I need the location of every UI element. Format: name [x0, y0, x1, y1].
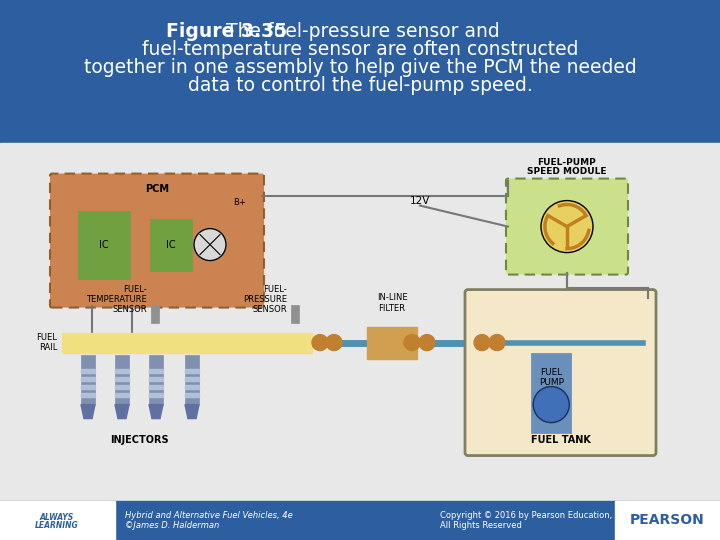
Bar	[115, 384, 129, 389]
Bar	[81, 384, 95, 389]
Bar	[149, 369, 163, 373]
Bar	[185, 393, 199, 396]
Text: Copyright © 2016 by Pearson Education, Inc.: Copyright © 2016 by Pearson Education, I…	[440, 511, 630, 520]
Text: SPEED MODULE: SPEED MODULE	[527, 166, 607, 176]
Text: FUEL
PUMP: FUEL PUMP	[539, 368, 564, 387]
Text: LEARNING: LEARNING	[35, 521, 79, 530]
Text: B+: B+	[233, 198, 246, 207]
Text: data to control the fuel-pump speed.: data to control the fuel-pump speed.	[188, 76, 532, 95]
Text: INJECTORS: INJECTORS	[110, 435, 168, 444]
Bar	[0, 143, 720, 501]
Circle shape	[541, 200, 593, 253]
Text: Hybrid and Alternative Fuel Vehicles, 4e: Hybrid and Alternative Fuel Vehicles, 4e	[125, 511, 293, 520]
Circle shape	[419, 335, 435, 350]
Text: PEARSON: PEARSON	[629, 514, 704, 527]
FancyBboxPatch shape	[465, 289, 656, 456]
Bar	[185, 355, 199, 404]
Bar	[149, 376, 163, 381]
Bar	[115, 376, 129, 381]
Bar	[150, 219, 192, 271]
Text: FUEL-PUMP: FUEL-PUMP	[538, 158, 596, 166]
Text: FUEL-
PRESSURE
SENSOR: FUEL- PRESSURE SENSOR	[243, 285, 287, 314]
Circle shape	[489, 335, 505, 350]
Polygon shape	[185, 404, 199, 418]
Bar	[0, 501, 720, 540]
Bar	[151, 305, 159, 322]
Bar	[115, 393, 129, 396]
Polygon shape	[81, 404, 95, 418]
Bar	[81, 376, 95, 381]
Text: PCM: PCM	[145, 184, 169, 193]
Text: fuel-temperature sensor are often constructed: fuel-temperature sensor are often constr…	[142, 40, 578, 59]
Bar	[62, 333, 312, 353]
Text: FUEL TANK: FUEL TANK	[531, 435, 590, 444]
Bar	[81, 393, 95, 396]
Text: FUEL
RAIL: FUEL RAIL	[36, 333, 57, 352]
Circle shape	[312, 335, 328, 350]
Bar	[185, 376, 199, 381]
Circle shape	[326, 335, 342, 350]
Circle shape	[534, 387, 570, 423]
Bar	[115, 369, 129, 373]
Text: 12V: 12V	[410, 195, 431, 206]
FancyBboxPatch shape	[506, 179, 628, 274]
Text: IN-LINE
FILTER: IN-LINE FILTER	[377, 293, 408, 313]
Bar	[0, 0, 720, 143]
Text: The fuel-pressure sensor and: The fuel-pressure sensor and	[220, 22, 500, 41]
Text: together in one assembly to help give the PCM the needed: together in one assembly to help give th…	[84, 58, 636, 77]
Bar	[185, 369, 199, 373]
Text: ALWAYS: ALWAYS	[40, 513, 74, 522]
Circle shape	[194, 228, 226, 261]
Bar	[149, 393, 163, 396]
Text: ©James D. Halderman: ©James D. Halderman	[125, 521, 220, 530]
Polygon shape	[115, 404, 129, 418]
FancyBboxPatch shape	[50, 173, 264, 308]
Bar	[115, 355, 129, 404]
Bar	[0, 501, 115, 540]
Text: All Rights Reserved: All Rights Reserved	[440, 521, 522, 530]
Bar	[615, 501, 720, 540]
Bar	[149, 384, 163, 389]
Circle shape	[404, 335, 420, 350]
Bar	[81, 355, 95, 404]
Circle shape	[474, 335, 490, 350]
Bar	[78, 211, 130, 279]
Bar	[185, 384, 199, 389]
Text: IC: IC	[166, 240, 176, 249]
Bar	[531, 353, 571, 433]
Text: Figure 3.35: Figure 3.35	[166, 22, 287, 41]
Bar	[291, 305, 299, 322]
Text: IC: IC	[99, 240, 109, 249]
Text: FUEL-
TEMPERATURE
SENSOR: FUEL- TEMPERATURE SENSOR	[86, 285, 147, 314]
Polygon shape	[149, 404, 163, 418]
Bar	[149, 355, 163, 404]
Bar	[367, 327, 417, 359]
Bar	[81, 369, 95, 373]
